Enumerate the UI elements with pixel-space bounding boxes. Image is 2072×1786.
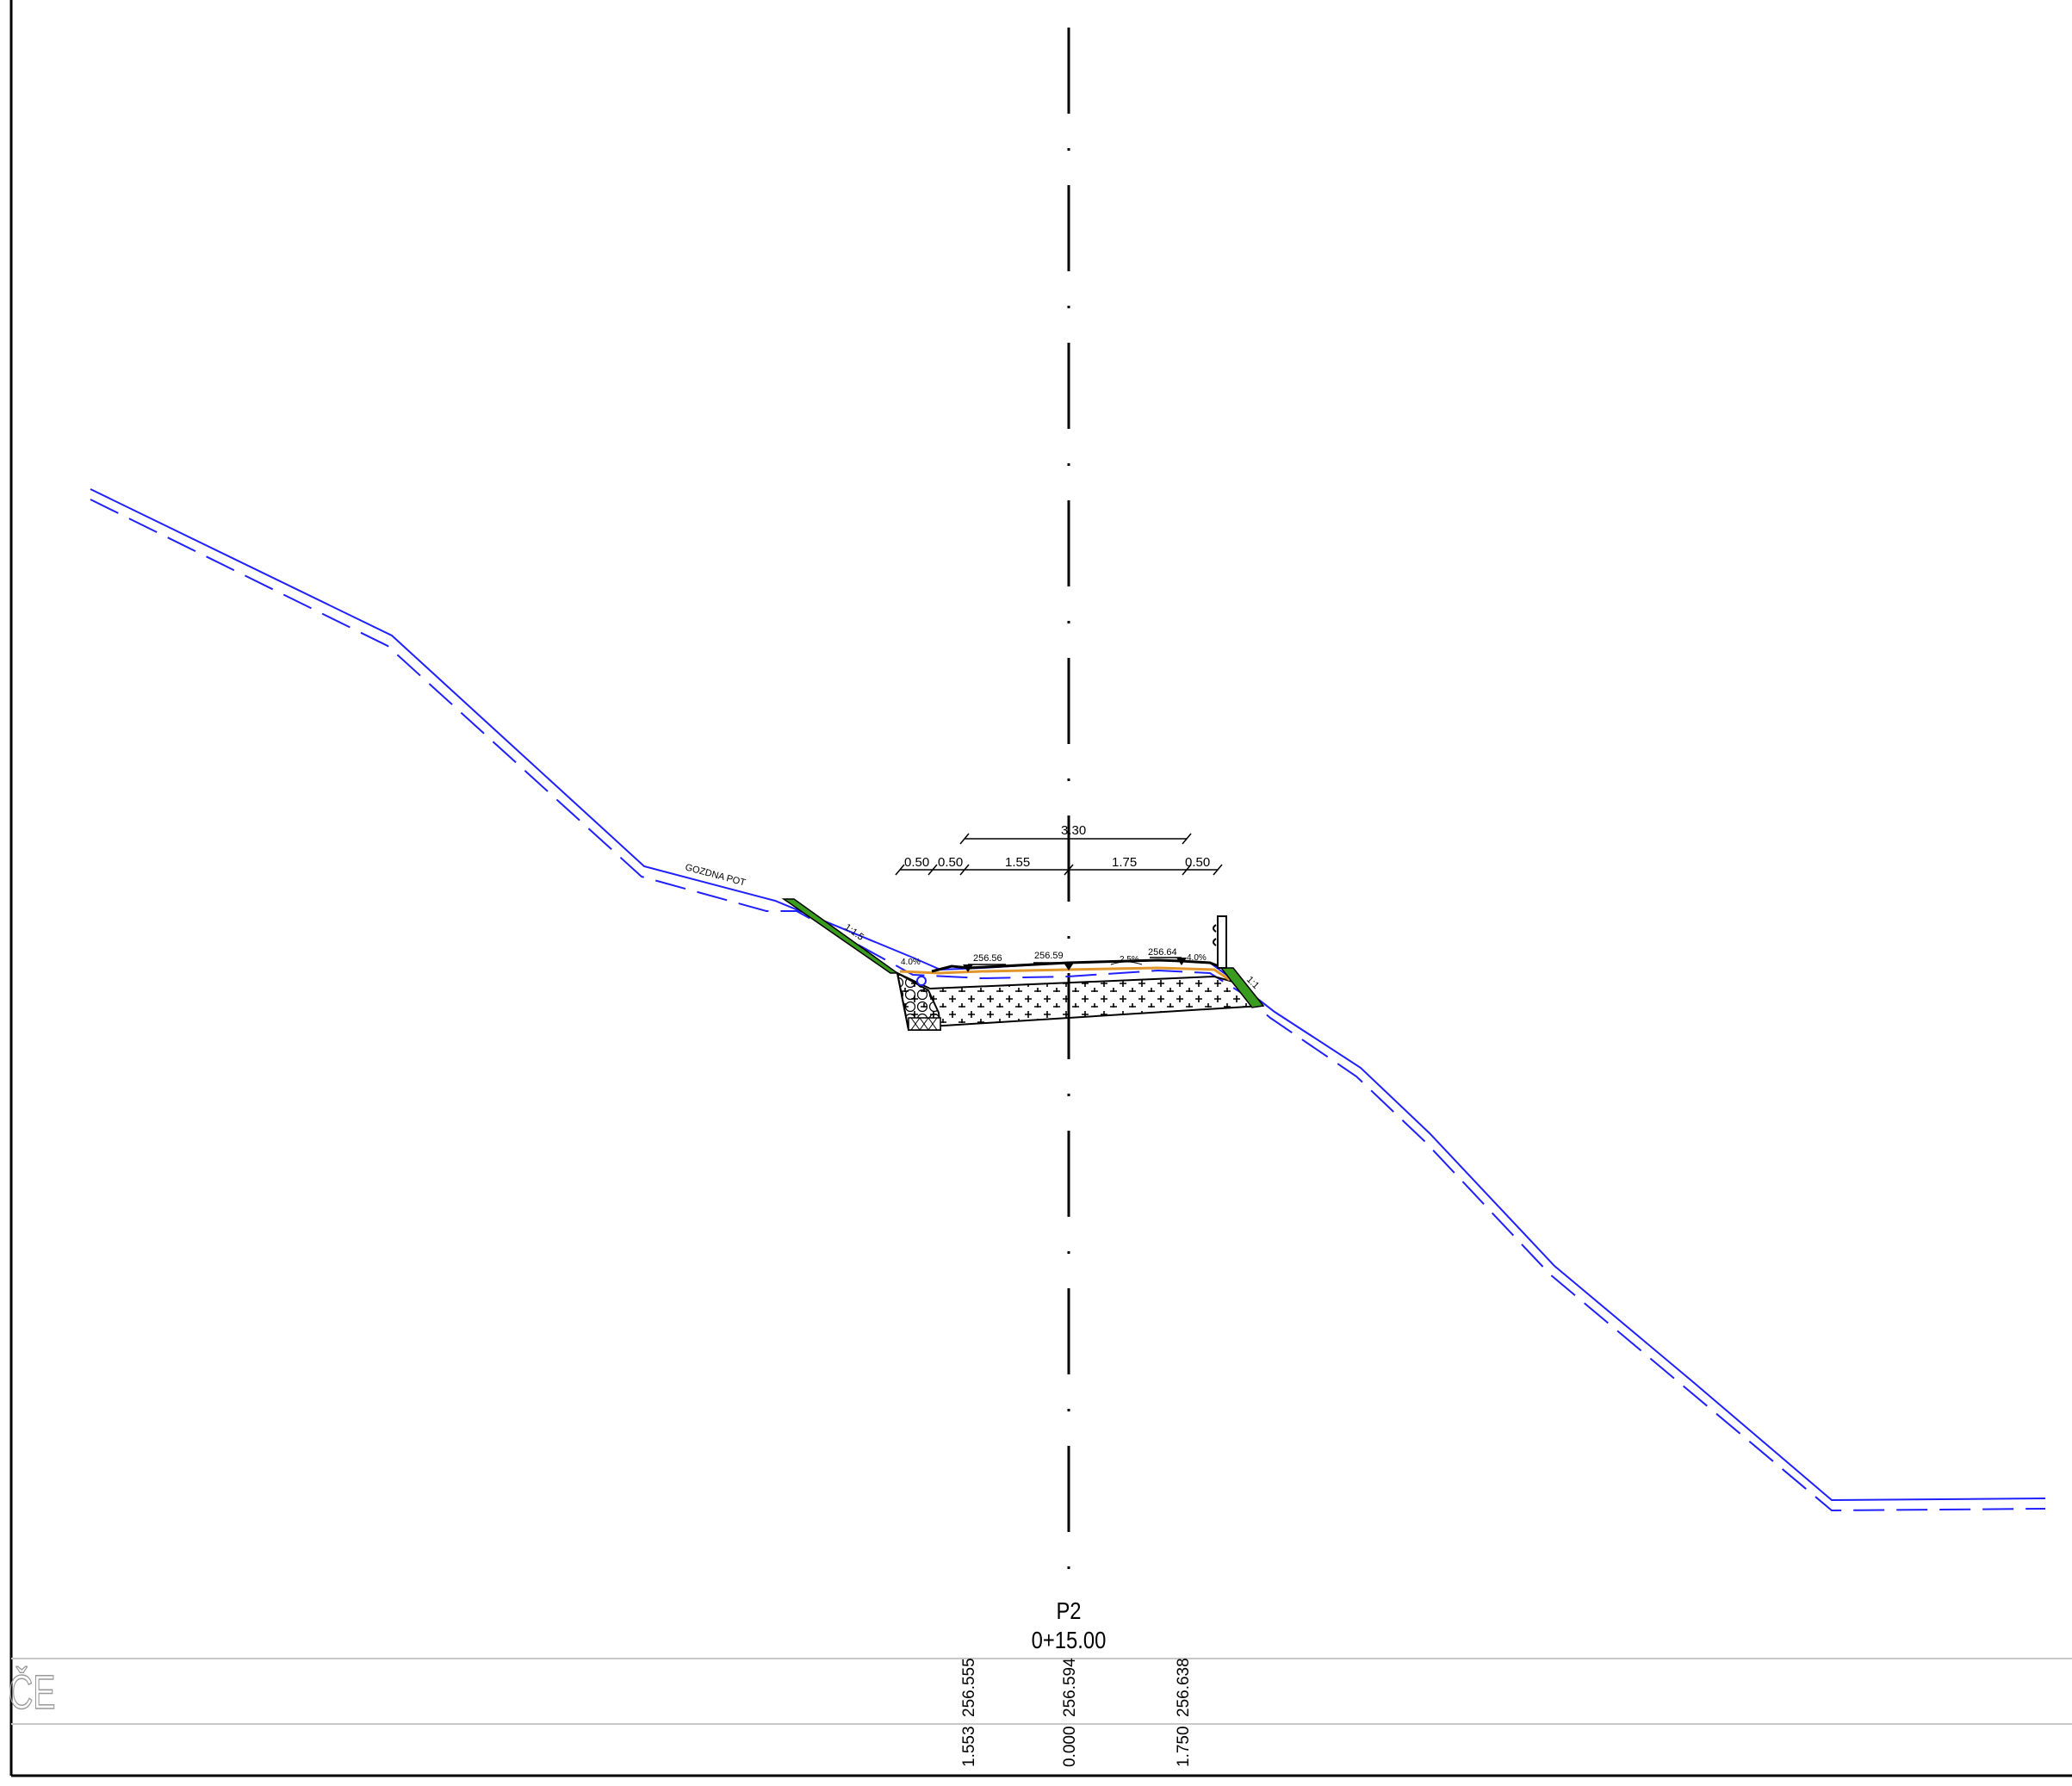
slope-right-lane-arrow [1110, 961, 1143, 965]
slope-right-lane: 2.5% [1120, 955, 1139, 964]
pavement-surface [931, 958, 1224, 973]
elevation-marker-axis [1064, 963, 1074, 971]
left-embankment-grass [781, 898, 900, 974]
dimension-overall: 3.30 [1061, 823, 1086, 838]
subgrade-line [899, 966, 1231, 982]
elevation-marker-right [1176, 958, 1187, 965]
dimension-segment-5: 0.50 [1185, 855, 1210, 870]
dimension-segment-3: 1.55 [1005, 855, 1030, 870]
dimension-segment-2: 0.50 [938, 855, 963, 870]
slope-right-shoulder: 4.0% [1187, 953, 1207, 963]
dimension-ticks-overall [959, 833, 1192, 845]
elevation-left: 256.56 [973, 953, 1002, 964]
dimension-segment-4: 1.75 [1112, 855, 1137, 870]
band-elevation-3: 256.638 [1175, 1658, 1193, 1717]
guardrail-beam [1213, 924, 1217, 946]
drain-pipe [916, 976, 927, 986]
guardrail-post [1217, 915, 1227, 969]
elevation-marker-left [963, 964, 973, 972]
slope-left: 4.0% [901, 958, 921, 967]
band-offset-1: 1.553 [960, 1726, 978, 1767]
right-embankment-grass [1219, 967, 1265, 1008]
band-offset-2: 0.000 [1061, 1726, 1079, 1767]
dimension-segment-1: 0.50 [904, 855, 929, 870]
dimension-ticks-segments [895, 864, 1223, 876]
elevation-axis: 256.59 [1034, 951, 1064, 961]
terrain-line-dashed [90, 499, 2046, 1512]
band-elevation-1: 256.555 [960, 1658, 978, 1717]
band-elevation-2: 256.594 [1061, 1658, 1079, 1717]
profile-station: 0+15.00 [1032, 1626, 1107, 1653]
profile-id: P2 [1056, 1597, 1081, 1624]
road-base-layer [896, 971, 1264, 1032]
band-row-label: ČE [9, 1665, 55, 1720]
elevation-right: 256.64 [1148, 947, 1177, 958]
band-offset-3: 1.750 [1175, 1726, 1193, 1767]
drainage-foot-hatch [910, 1017, 938, 1031]
